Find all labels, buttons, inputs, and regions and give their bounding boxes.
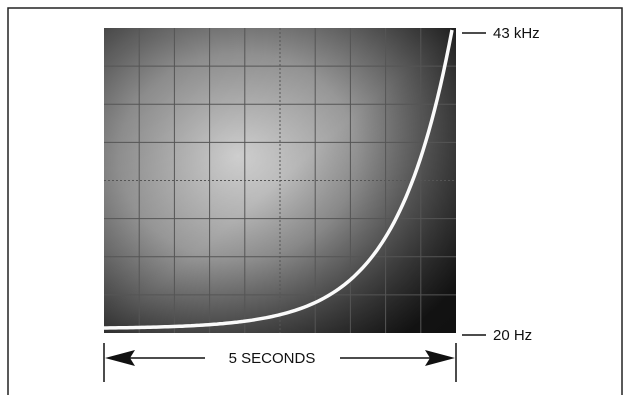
bottom-label: 20 Hz xyxy=(493,327,532,344)
figure: 43 kHz 20 Hz 5 SECONDS xyxy=(0,0,630,395)
span-label: 5 SECONDS xyxy=(229,350,316,367)
page: {"labels": {"top": "43 kHz", "bottom": "… xyxy=(0,0,630,395)
top-label: 43 kHz xyxy=(493,25,540,42)
